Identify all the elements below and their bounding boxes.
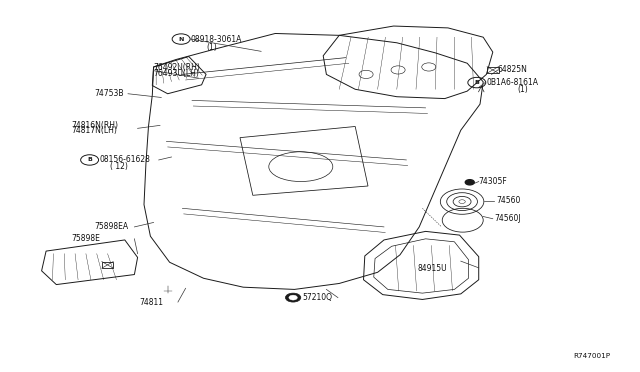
- Text: 74816N(RH): 74816N(RH): [72, 121, 118, 130]
- Bar: [487, 67, 499, 73]
- Text: 74811: 74811: [140, 298, 164, 307]
- Circle shape: [465, 180, 474, 185]
- Text: 74560J: 74560J: [494, 214, 521, 223]
- Text: ( 12): ( 12): [110, 162, 128, 171]
- Text: 74305F: 74305F: [479, 177, 508, 186]
- Text: 75898E: 75898E: [72, 234, 100, 243]
- Text: N: N: [179, 36, 184, 42]
- Circle shape: [289, 295, 298, 300]
- Circle shape: [285, 293, 301, 302]
- Text: (1): (1): [517, 85, 528, 94]
- Text: B: B: [474, 80, 479, 85]
- Bar: [102, 262, 113, 268]
- Text: 74817N(LH): 74817N(LH): [72, 126, 118, 135]
- Text: 0B1A6-8161A: 0B1A6-8161A: [486, 78, 538, 87]
- Text: 84915U: 84915U: [417, 264, 447, 273]
- Text: 74753B: 74753B: [95, 89, 124, 98]
- Text: R747001P: R747001P: [573, 353, 610, 359]
- Text: 76493U(LH): 76493U(LH): [154, 69, 200, 78]
- Text: 76492U(RH): 76492U(RH): [154, 63, 200, 72]
- Text: 08918-3061A: 08918-3061A: [191, 35, 242, 44]
- Text: 75898EA: 75898EA: [95, 222, 129, 231]
- Text: B: B: [87, 157, 92, 163]
- Text: 74560: 74560: [496, 196, 520, 205]
- Text: (1): (1): [206, 43, 217, 52]
- Text: 64825N: 64825N: [498, 65, 528, 74]
- Text: 57210Q: 57210Q: [302, 293, 332, 302]
- Text: 08156-61628: 08156-61628: [99, 155, 150, 164]
